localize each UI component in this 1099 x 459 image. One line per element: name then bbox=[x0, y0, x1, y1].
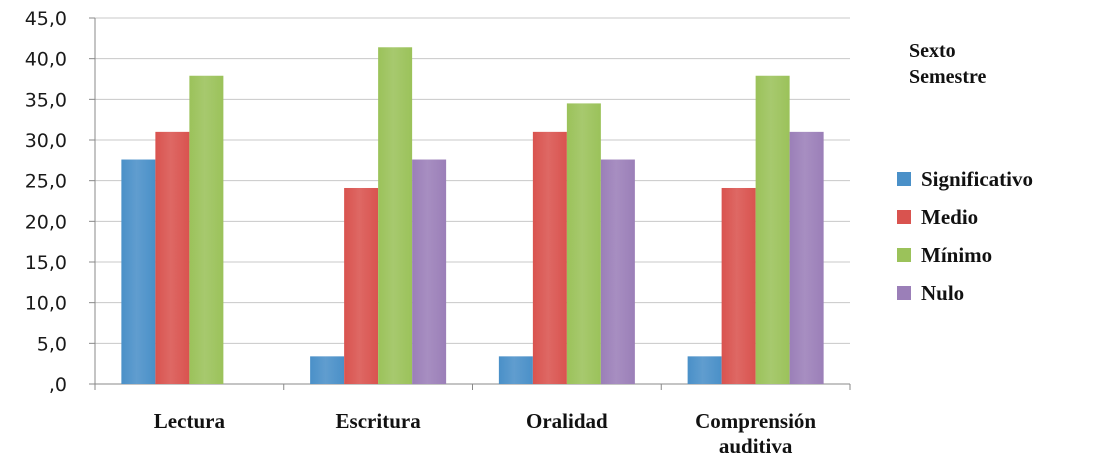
legend-swatch bbox=[897, 286, 911, 300]
bar bbox=[498, 356, 533, 384]
legend-title: Semestre bbox=[909, 66, 986, 88]
legend-label: Mínimo bbox=[921, 243, 992, 267]
bar bbox=[566, 103, 601, 385]
legend-swatch bbox=[897, 248, 911, 262]
x-tick-label: Comprensión bbox=[695, 409, 816, 433]
y-tick-label: 10,0 bbox=[25, 293, 67, 315]
bar bbox=[155, 131, 190, 384]
bar bbox=[189, 75, 224, 384]
bar bbox=[310, 356, 345, 384]
y-tick-label: ,0 bbox=[49, 374, 67, 396]
y-tick-label: 45,0 bbox=[25, 8, 67, 30]
legend-swatch bbox=[897, 210, 911, 224]
bar bbox=[121, 159, 156, 384]
bar bbox=[721, 187, 756, 384]
y-tick-label: 25,0 bbox=[25, 171, 67, 193]
bar bbox=[378, 47, 413, 384]
legend-label: Nulo bbox=[921, 281, 964, 305]
bar bbox=[789, 131, 824, 384]
y-tick-label: 35,0 bbox=[25, 89, 67, 111]
bar bbox=[600, 159, 635, 384]
bar bbox=[344, 187, 379, 384]
y-tick-label: 5,0 bbox=[37, 333, 67, 355]
bar bbox=[412, 159, 447, 384]
y-tick-label: 40,0 bbox=[25, 49, 67, 71]
bar bbox=[532, 131, 567, 384]
x-tick-label: Oralidad bbox=[526, 409, 608, 433]
bar bbox=[687, 356, 722, 384]
y-tick-label: 20,0 bbox=[25, 211, 67, 233]
legend-label: Medio bbox=[921, 205, 978, 229]
y-tick-label: 30,0 bbox=[25, 130, 67, 152]
legend-label: Significativo bbox=[921, 167, 1033, 191]
y-tick-label: 15,0 bbox=[25, 252, 67, 274]
x-tick-label: Lectura bbox=[154, 409, 226, 433]
legend-title: Sexto bbox=[909, 40, 956, 62]
x-tick-label: auditiva bbox=[719, 434, 793, 458]
legend-swatch bbox=[897, 172, 911, 186]
x-tick-label: Escritura bbox=[336, 409, 422, 433]
bar bbox=[755, 75, 790, 384]
